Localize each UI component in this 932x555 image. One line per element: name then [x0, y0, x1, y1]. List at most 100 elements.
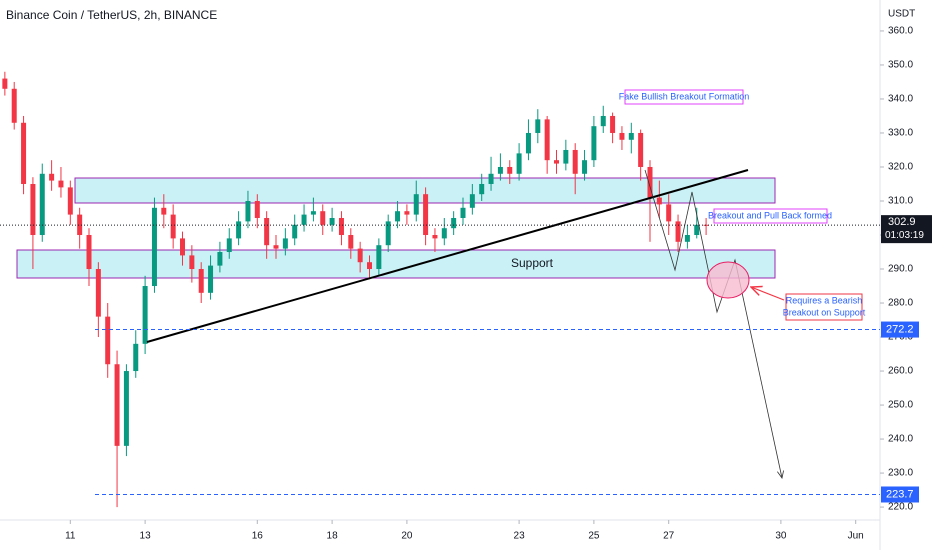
- price-line-box: [881, 486, 919, 503]
- support-zone: [16, 249, 776, 279]
- candle-body: [161, 207, 167, 215]
- candle-body: [49, 173, 55, 181]
- candle-body: [142, 286, 148, 344]
- candle-body: [628, 132, 634, 140]
- candle-body: [469, 194, 475, 208]
- countdown-label: 01:03:19: [885, 230, 924, 241]
- chart-title: Binance Coin / TetherUS, 2h, BINANCE: [6, 8, 217, 22]
- candle-body: [619, 132, 625, 140]
- annotation: Breakout and Pull Back formed: [708, 210, 832, 220]
- candle-body: [703, 224, 709, 226]
- candle-body: [423, 194, 429, 236]
- x-tick-label: 30: [775, 531, 787, 542]
- candle-body: [460, 207, 466, 218]
- y-tick-label: 360.0: [888, 26, 913, 37]
- candle-body: [451, 217, 457, 229]
- candle-body: [497, 166, 503, 174]
- candle-body: [675, 221, 681, 242]
- y-axis-label: USDT: [888, 9, 915, 20]
- candle-body: [591, 126, 597, 161]
- y-tick-label: 260.0: [888, 366, 913, 377]
- candle-body: [357, 248, 363, 263]
- candle-body: [254, 200, 260, 218]
- candle-body: [582, 160, 588, 174]
- candle-body: [544, 119, 550, 161]
- y-tick-label: 330.0: [888, 128, 913, 139]
- y-tick-label: 290.0: [888, 264, 913, 275]
- candle-body: [563, 149, 569, 164]
- candle-body: [123, 371, 129, 446]
- candle-body: [151, 207, 157, 287]
- candle-body: [647, 166, 653, 198]
- candle-body: [610, 115, 616, 133]
- y-tick-label: 250.0: [888, 400, 913, 411]
- candle-body: [479, 183, 485, 195]
- candle-body: [77, 214, 83, 236]
- candle-body: [21, 122, 27, 184]
- candle-body: [133, 343, 139, 372]
- candle-body: [301, 214, 307, 225]
- axis-header-bg: [881, 2, 931, 26]
- candle-body: [189, 255, 195, 270]
- candle-body: [338, 217, 344, 236]
- y-tick-label: 280.0: [888, 298, 913, 309]
- support-label: Support: [511, 256, 554, 270]
- candle-body: [525, 132, 531, 154]
- candle-body: [273, 245, 279, 249]
- drawings: [16, 177, 776, 279]
- y-tick-label: 310.0: [888, 196, 913, 207]
- candle-body: [180, 238, 186, 256]
- candle-body: [535, 119, 541, 133]
- candle-body: [600, 115, 606, 127]
- candle-body: [282, 238, 288, 249]
- candle-body: [376, 245, 382, 270]
- y-tick-label: 350.0: [888, 60, 913, 71]
- y-tick-label: 320.0: [888, 162, 913, 173]
- candle-body: [320, 211, 326, 225]
- y-tick-label: 240.0: [888, 434, 913, 445]
- annotation-box: [624, 89, 744, 105]
- x-tick-label: 25: [588, 531, 600, 542]
- x-tick-label: 16: [252, 531, 264, 542]
- candle-body: [385, 221, 391, 246]
- annotation: Requires a Bearish: [786, 295, 863, 305]
- candle-body: [95, 269, 101, 317]
- candle-body: [2, 78, 8, 89]
- candle-body: [208, 265, 214, 293]
- candle-body: [170, 214, 176, 239]
- x-tick-label: 18: [327, 531, 339, 542]
- candle-body: [516, 153, 522, 174]
- y-tick-label: 230.0: [888, 468, 913, 479]
- candle-body: [198, 269, 204, 293]
- candle-body: [292, 224, 298, 239]
- x-tick-label: 20: [401, 531, 413, 542]
- candle-body: [553, 160, 559, 164]
- annotation-box: [785, 293, 863, 321]
- annotation: Breakout on Support: [783, 307, 866, 317]
- candle-body: [572, 149, 578, 174]
- candle-body: [367, 262, 373, 270]
- price-line-label: 223.7: [886, 488, 914, 500]
- candle-body: [58, 180, 64, 188]
- candle-body: [310, 211, 316, 215]
- annotation-box: [713, 208, 828, 224]
- current-price-box: [881, 215, 932, 244]
- candle-body: [105, 316, 111, 365]
- candle-body: [264, 217, 270, 246]
- candle-body: [441, 228, 447, 239]
- candle-body: [245, 200, 251, 222]
- x-tick-label: Jun: [848, 531, 864, 542]
- trendline: [146, 169, 749, 343]
- candle-body: [432, 235, 438, 239]
- annotation-arrow: [751, 287, 785, 301]
- highlight-ellipse: [706, 261, 750, 299]
- drawings: Support Fake Bullish Breakout Formation …: [146, 89, 866, 478]
- candle-body: [30, 183, 36, 236]
- candle-body: [413, 194, 419, 215]
- candle-body: [656, 197, 662, 205]
- candle-body: [638, 132, 644, 167]
- candle-body: [114, 364, 120, 446]
- candle-body: [67, 187, 73, 215]
- candle-body: [329, 217, 335, 225]
